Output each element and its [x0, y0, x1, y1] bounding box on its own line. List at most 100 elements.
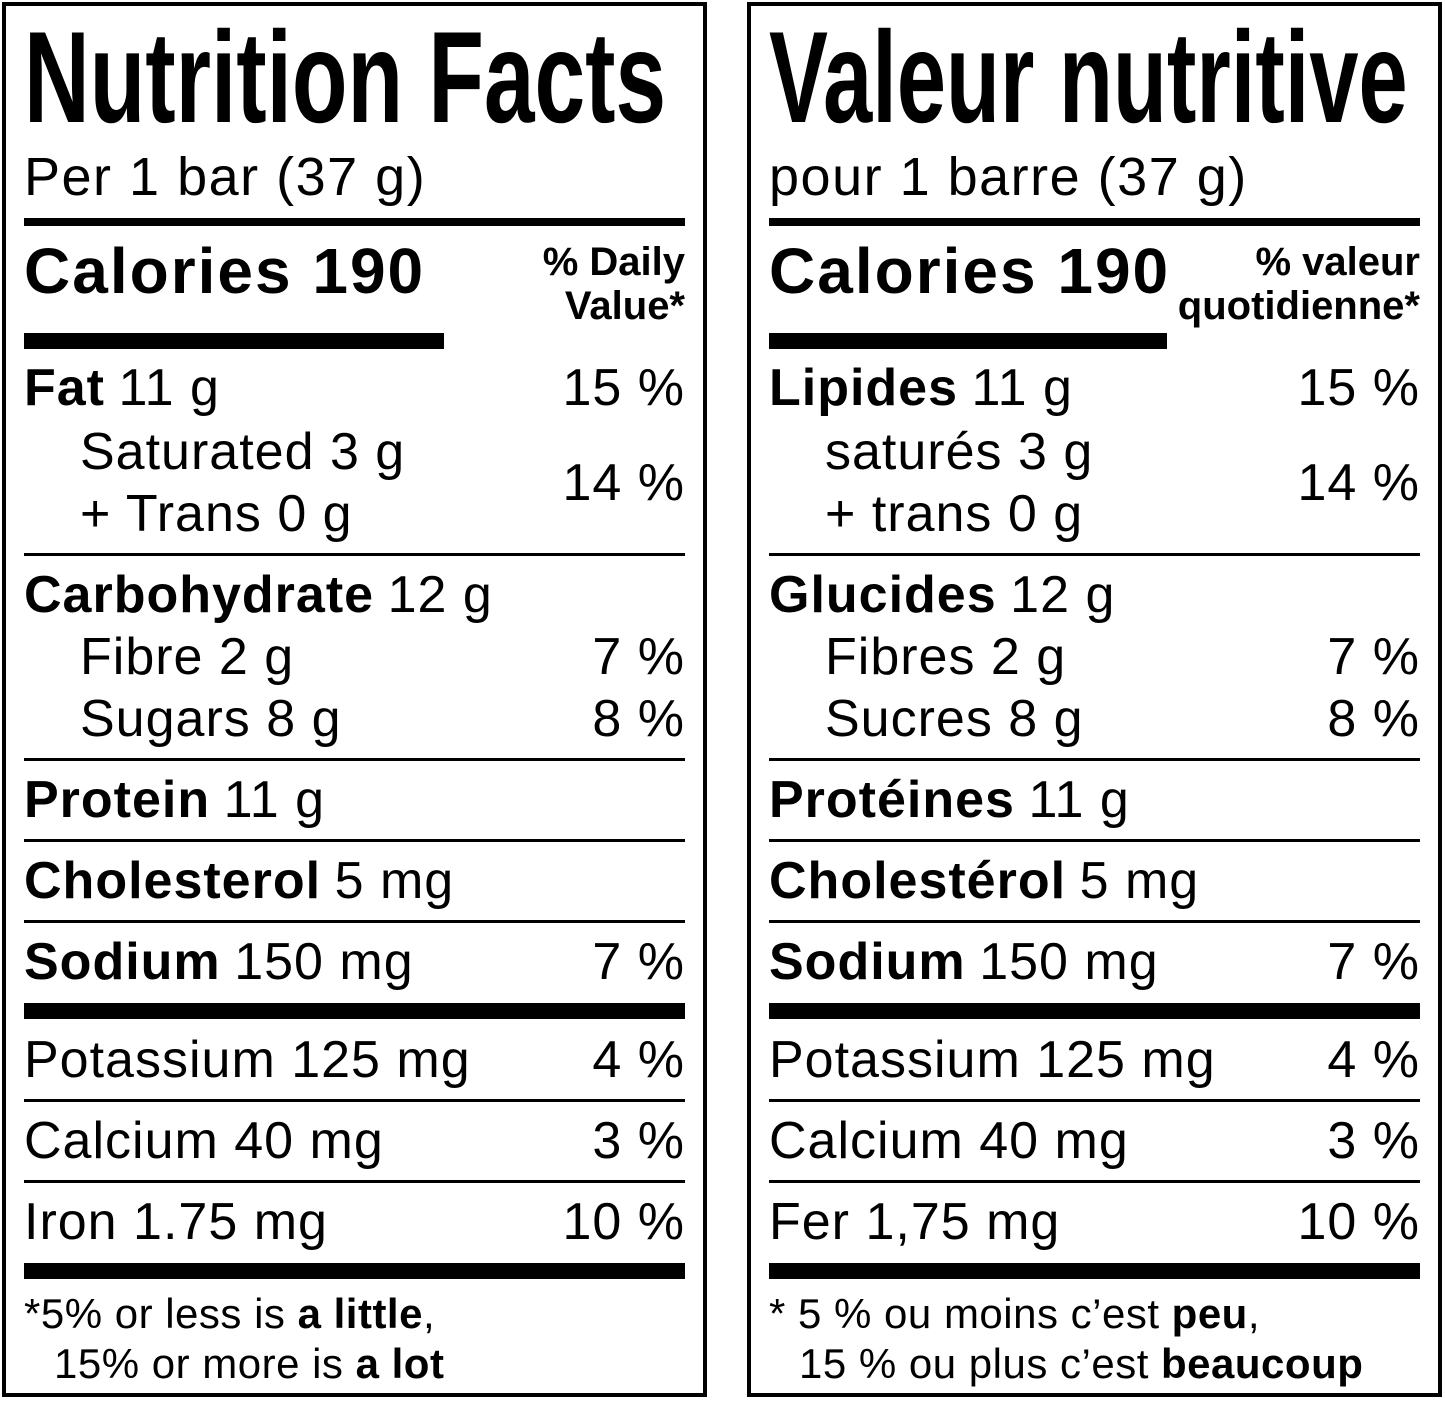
row-potassium: Potassium 125 mg 4 % — [24, 1029, 685, 1091]
glucides-name: Glucides — [769, 566, 997, 625]
footnote-line2-text: 15 % ou plus c’est — [799, 1340, 1162, 1388]
row-calcium: Calcium 40 mg 3 % — [24, 1110, 685, 1172]
daily-value-header-line1: % Daily — [542, 239, 685, 284]
row-cholesterol-fr: Cholestérol 5 mg — [769, 850, 1420, 912]
row-fer: Fer 1,75 mg 10 % — [769, 1191, 1420, 1253]
footnote-line2-bold: beaucoup — [1161, 1340, 1364, 1388]
protein-amount: 11 g — [223, 771, 326, 830]
row-glucides: Glucides 12 g — [769, 564, 1420, 626]
row-potassium-fr: Potassium 125 mg 4 % — [769, 1029, 1420, 1091]
fat-amount: 11 g — [118, 359, 220, 418]
footnote-line2-bold: a lot — [355, 1340, 445, 1388]
calories-row-fr: Calories 190 % valeur quotidienne* — [769, 234, 1420, 330]
footnote-line1-bold: a little — [297, 1290, 423, 1338]
fibres-dv: 7 % — [1327, 628, 1420, 687]
sugars-dv: 8 % — [592, 690, 685, 749]
section-divider — [24, 920, 685, 924]
daily-value-footnote-en: *5% or less is a little, 15% or more is … — [24, 1289, 685, 1389]
saturated-trans-dv: 14 % — [562, 454, 685, 513]
cholesterol-fr-name: Cholestérol — [769, 852, 1067, 911]
iron-dv: 10 % — [562, 1193, 685, 1252]
lipides-dv: 15 % — [1297, 359, 1420, 418]
potassium-fr-label: Potassium 125 mg — [769, 1031, 1216, 1090]
serving-size-en: Per 1 bar (37 g) — [24, 146, 427, 207]
thick-divider — [769, 1263, 1420, 1280]
fat-dv: 15 % — [562, 359, 685, 418]
thick-divider — [24, 1003, 685, 1020]
footnote-line2-text: 15% or more is — [54, 1340, 356, 1388]
section-divider — [24, 553, 685, 557]
daily-value-header-line2: quotidienne* — [1177, 284, 1420, 329]
panel-title-en: Nutrition Facts — [24, 4, 667, 150]
row-iron: Iron 1.75 mg 10 % — [24, 1191, 685, 1253]
row-cholesterol: Cholesterol 5 mg — [24, 850, 685, 912]
footnote-line1-comma: , — [1247, 1290, 1261, 1338]
saturated-line: Saturated 3 g — [80, 423, 406, 482]
row-sodium-fr: Sodium 150 mg 7 % — [769, 931, 1420, 993]
row-sodium: Sodium 150 mg 7 % — [24, 931, 685, 993]
serving-size-fr: pour 1 barre (37 g) — [769, 146, 1248, 207]
calcium-label: Calcium 40 mg — [24, 1112, 384, 1171]
row-satures-trans: saturés 3 g + trans 0 g 14 % — [769, 419, 1420, 545]
calcium-fr-label: Calcium 40 mg — [769, 1112, 1129, 1171]
daily-value-header-fr: % valeur quotidienne* — [1178, 240, 1420, 330]
calories-label-en: Calories 190 — [24, 234, 426, 307]
thick-divider — [24, 1263, 685, 1280]
section-divider — [24, 839, 685, 843]
iron-label: Iron 1.75 mg — [24, 1193, 328, 1252]
satures-line: saturés 3 g — [825, 423, 1094, 482]
section-divider — [769, 758, 1420, 762]
sodium-fr-name: Sodium — [769, 933, 966, 992]
calories-row-en: Calories 190 % Daily Value* — [24, 234, 685, 330]
satures-trans-dv: 14 % — [1297, 454, 1420, 513]
daily-value-header-line2: Value* — [564, 284, 685, 329]
row-fibres: Fibres 2 g 7 % — [769, 626, 1420, 688]
nutrition-facts-panel-en: Nutrition Facts Per 1 bar (37 g) Calorie… — [2, 2, 707, 1397]
row-lipides: Lipides 11 g 15 % — [769, 349, 1420, 419]
fibres-label: Fibres 2 g — [825, 628, 1067, 687]
sodium-fr-amount: 150 mg — [979, 933, 1159, 992]
row-sugars: Sugars 8 g 8 % — [24, 688, 685, 750]
daily-value-footnote-fr: * 5 % ou moins c’est peu, 15 % ou plus c… — [769, 1289, 1420, 1389]
row-fibre: Fibre 2 g 7 % — [24, 626, 685, 688]
fibre-label: Fibre 2 g — [80, 628, 295, 687]
cholesterol-fr-amount: 5 mg — [1079, 852, 1200, 911]
potassium-label: Potassium 125 mg — [24, 1031, 471, 1090]
potassium-fr-dv: 4 % — [1327, 1031, 1420, 1090]
footnote-line1-bold: peu — [1171, 1290, 1248, 1338]
row-fat: Fat 11 g 15 % — [24, 349, 685, 419]
carbohydrate-name: Carbohydrate — [24, 566, 375, 625]
footnote-line1-text: * 5 % ou moins c’est — [769, 1290, 1172, 1338]
calories-label-fr: Calories 190 — [769, 234, 1171, 307]
sugars-label: Sugars 8 g — [80, 690, 342, 749]
row-saturated-trans: Saturated 3 g + Trans 0 g 14 % — [24, 419, 685, 545]
panel-title-fr: Valeur nutritive — [769, 4, 1408, 150]
sodium-fr-dv: 7 % — [1327, 933, 1420, 992]
nutrition-facts-panel-fr: Valeur nutritive pour 1 barre (37 g) Cal… — [747, 2, 1442, 1397]
calcium-fr-dv: 3 % — [1327, 1112, 1420, 1171]
row-carbohydrate: Carbohydrate 12 g — [24, 564, 685, 626]
trans-line: + trans 0 g — [825, 485, 1084, 544]
section-divider — [24, 1099, 685, 1103]
cholesterol-name: Cholesterol — [24, 852, 322, 911]
row-proteines: Protéines 11 g — [769, 769, 1420, 831]
calories-underline-bar — [24, 333, 444, 350]
thick-divider — [769, 1003, 1420, 1020]
lipides-name: Lipides — [769, 359, 959, 418]
section-divider — [769, 839, 1420, 843]
proteines-amount: 11 g — [1028, 771, 1130, 830]
proteines-name: Protéines — [769, 771, 1015, 830]
sodium-amount: 150 mg — [234, 933, 414, 992]
footnote-line1-comma: , — [422, 1290, 436, 1338]
row-calcium-fr: Calcium 40 mg 3 % — [769, 1110, 1420, 1172]
fat-name: Fat — [24, 359, 105, 418]
calories-underline-bar — [769, 333, 1167, 350]
row-protein: Protein 11 g — [24, 769, 685, 831]
carbohydrate-amount: 12 g — [387, 566, 493, 625]
row-sucres: Sucres 8 g 8 % — [769, 688, 1420, 750]
calcium-dv: 3 % — [592, 1112, 685, 1171]
fer-label: Fer 1,75 mg — [769, 1193, 1061, 1252]
fer-dv: 10 % — [1297, 1193, 1420, 1252]
section-divider — [769, 553, 1420, 557]
